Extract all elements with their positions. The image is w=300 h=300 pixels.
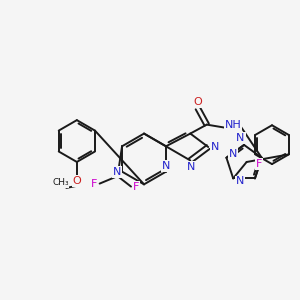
Text: N: N: [236, 134, 245, 143]
Text: O: O: [73, 176, 81, 186]
Text: N: N: [187, 162, 196, 172]
Text: N: N: [211, 142, 219, 152]
Text: F: F: [91, 178, 98, 189]
Text: F: F: [256, 159, 262, 169]
Text: NH: NH: [225, 120, 242, 130]
Text: N: N: [229, 149, 237, 159]
Text: O: O: [194, 97, 202, 107]
Text: F: F: [133, 182, 140, 192]
Text: N: N: [236, 176, 244, 186]
Text: N: N: [162, 161, 170, 171]
Text: N: N: [112, 167, 121, 177]
Text: CH₃: CH₃: [52, 178, 69, 187]
